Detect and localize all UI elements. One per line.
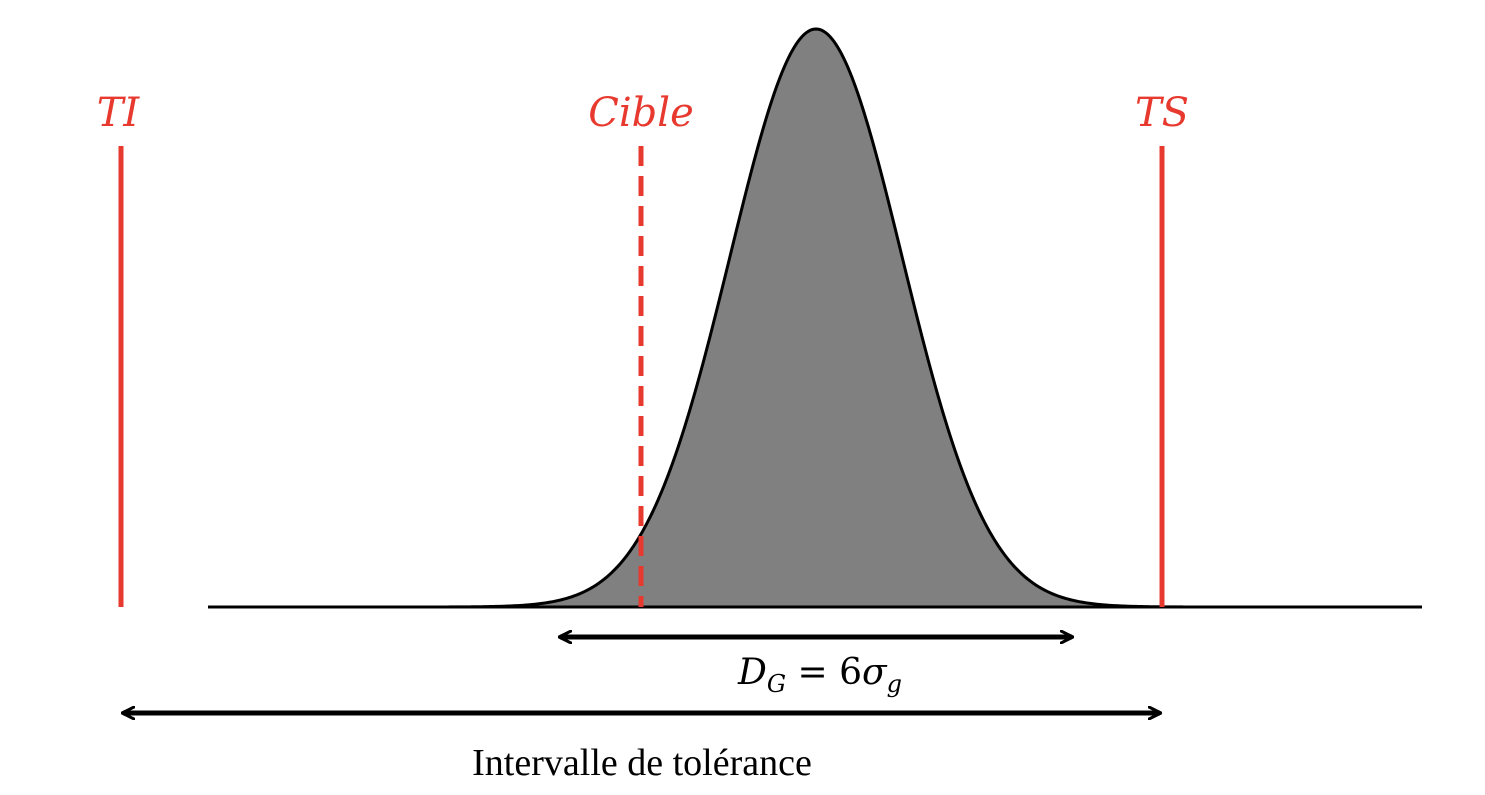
lower-limit-label: TI [97, 90, 141, 136]
dispersion-formula: DG = 6σg [737, 652, 902, 698]
sigma-symbol: σ [862, 652, 888, 693]
sigma-subscript: g [887, 670, 902, 698]
dispersion-equals: = 6 [786, 652, 862, 693]
dispersion-symbol-subscript: G [767, 670, 786, 698]
target-label: Cible [588, 90, 693, 136]
tolerance-interval-caption: Intervalle de tolérance [472, 742, 812, 784]
dispersion-symbol: D [737, 652, 767, 693]
upper-limit-label: TS [1135, 90, 1189, 136]
